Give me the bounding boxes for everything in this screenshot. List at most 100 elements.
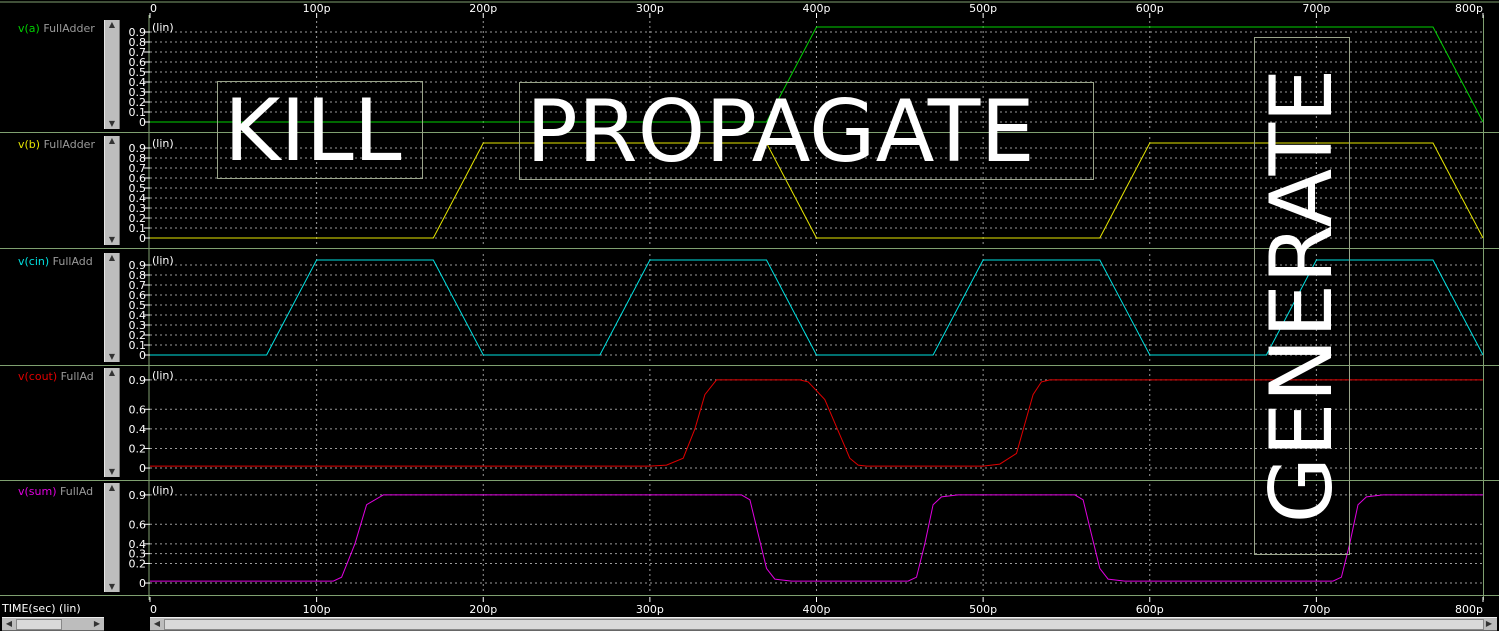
scrollbar-thumb[interactable]: [16, 619, 62, 630]
scroll-down-icon[interactable]: ▼: [108, 582, 116, 591]
y-tick-label: 0.5: [129, 66, 147, 79]
y-tick-label: 0.3: [129, 319, 147, 332]
waveform-sum: [150, 494, 1483, 582]
x-tick-label-bottom: 600p: [1136, 603, 1164, 616]
scroll-up-icon[interactable]: ▲: [108, 368, 116, 377]
y-tick-label: 0.6: [129, 172, 147, 185]
y-tick-label: 0.9: [129, 142, 147, 155]
x-tick-label-top: 100p: [303, 2, 331, 15]
scroll-down-icon[interactable]: ▼: [108, 467, 116, 476]
y-tick-label: 0.1: [129, 339, 147, 352]
y-tick-label: 0.1: [129, 222, 147, 235]
x-tick-label-bottom: 700p: [1302, 603, 1330, 616]
scroll-right-icon[interactable]: ▶: [1485, 619, 1493, 628]
signal-name: v(cout): [18, 370, 58, 383]
signal-name: v(b): [18, 138, 41, 151]
x-tick-label-top: 600p: [1136, 2, 1164, 15]
scale-label: (lin): [152, 484, 174, 497]
panel-scrollbar[interactable]: ▲ ▼: [104, 136, 120, 245]
x-tick-label-top: 300p: [636, 2, 664, 15]
signal-name: v(cin): [18, 255, 50, 268]
annotation-kill: KILL: [217, 81, 423, 179]
time-scrollbar[interactable]: ◀ ▶: [150, 617, 1497, 631]
scroll-left-icon[interactable]: ◀: [153, 619, 161, 628]
y-tick-label: 0.5: [129, 182, 147, 195]
y-tick-label: 0.9: [129, 489, 147, 502]
signal-name: v(a): [18, 22, 40, 35]
scroll-right-icon[interactable]: ▶: [93, 619, 101, 628]
y-tick-label: 0.5: [129, 299, 147, 312]
y-tick-label: 0.9: [129, 374, 147, 387]
x-tick-label-top: 800p: [1455, 2, 1483, 15]
x-tick-label-top: 500p: [969, 2, 997, 15]
y-tick-label: 0.7: [129, 46, 147, 59]
scroll-up-icon[interactable]: ▲: [108, 20, 116, 29]
y-tick-label: 0.8: [129, 269, 147, 282]
waveform-cin: [150, 259, 1484, 356]
scale-label: (lin): [152, 254, 174, 267]
y-tick-label: 0.7: [129, 162, 147, 175]
y-tick-label: 0.2: [129, 557, 147, 570]
x-tick-label-top: 400p: [803, 2, 831, 15]
y-tick-label: 0: [139, 577, 146, 590]
y-tick-label: 0: [139, 232, 146, 245]
x-tick-label-bottom: 100p: [303, 603, 331, 616]
x-tick-label-bottom: 500p: [969, 603, 997, 616]
scroll-down-icon[interactable]: ▼: [108, 119, 116, 128]
signal-instance: FullAdder: [39, 22, 95, 35]
x-tick-label-top: 200p: [469, 2, 497, 15]
time-label-scrollbar[interactable]: ◀ ▶: [2, 617, 104, 631]
y-tick-label: 0: [139, 462, 146, 475]
panel-scrollbar[interactable]: ▲ ▼: [104, 20, 120, 129]
signal-label[interactable]: v(cout) FullAd: [0, 370, 102, 384]
signal-instance: FullAdd: [49, 255, 93, 268]
y-tick-label: 0.8: [129, 152, 147, 165]
y-tick-label: 0.3: [129, 202, 147, 215]
waveform-b: [150, 142, 1484, 239]
signal-instance: FullAd: [56, 485, 94, 498]
y-tick-label: 0.2: [129, 96, 147, 109]
panel-scrollbar[interactable]: ▲ ▼: [104, 483, 120, 592]
y-tick-label: 0.4: [129, 309, 147, 322]
y-tick-label: 0.1: [129, 106, 147, 119]
scale-label: (lin): [152, 137, 174, 150]
x-axis-label: TIME(sec) (lin): [2, 602, 81, 615]
y-tick-label: 0.6: [129, 403, 147, 416]
y-tick-label: 0.8: [129, 36, 147, 49]
scroll-up-icon[interactable]: ▲: [108, 483, 116, 492]
signal-instance: FullAdder: [40, 138, 95, 151]
y-tick-label: 0.3: [129, 548, 147, 561]
scroll-left-icon[interactable]: ◀: [5, 619, 13, 628]
signal-name: v(sum): [18, 485, 57, 498]
panel-scrollbar[interactable]: ▲ ▼: [104, 368, 120, 477]
signal-instance: FullAd: [57, 370, 94, 383]
y-tick-label: 0.2: [129, 329, 147, 342]
scroll-up-icon[interactable]: ▲: [108, 136, 116, 145]
signal-label[interactable]: v(b) FullAdder: [0, 138, 102, 152]
scroll-up-icon[interactable]: ▲: [108, 253, 116, 262]
x-tick-label-bottom: 400p: [803, 603, 831, 616]
scrollbar-thumb[interactable]: [164, 619, 1484, 630]
y-tick-label: 0.9: [129, 259, 147, 272]
annotation-generate: GENERATE: [1252, 37, 1352, 555]
annotation-propagate: PROPAGATE: [519, 82, 1094, 180]
scroll-down-icon[interactable]: ▼: [108, 352, 116, 361]
x-tick-label-bottom: 200p: [469, 603, 497, 616]
y-tick-label: 0.6: [129, 56, 147, 69]
signal-label[interactable]: v(sum) FullAd: [0, 485, 102, 499]
y-tick-label: 0.9: [129, 26, 147, 39]
y-tick-label: 0.2: [129, 442, 147, 455]
y-tick-label: 0: [139, 349, 146, 362]
y-tick-label: 0.4: [129, 76, 147, 89]
signal-label[interactable]: v(a) FullAdder: [0, 22, 102, 36]
y-tick-label: 0.6: [129, 289, 147, 302]
x-tick-label-top: 0: [150, 2, 157, 15]
signal-label[interactable]: v(cin) FullAdd: [0, 255, 102, 269]
panel-scrollbar[interactable]: ▲ ▼: [104, 253, 120, 362]
x-tick-label-bottom: 800p: [1455, 603, 1483, 616]
x-tick-label-top: 700p: [1302, 2, 1330, 15]
scroll-down-icon[interactable]: ▼: [108, 235, 116, 244]
y-tick-label: 0.4: [129, 192, 147, 205]
x-tick-label-bottom: 300p: [636, 603, 664, 616]
